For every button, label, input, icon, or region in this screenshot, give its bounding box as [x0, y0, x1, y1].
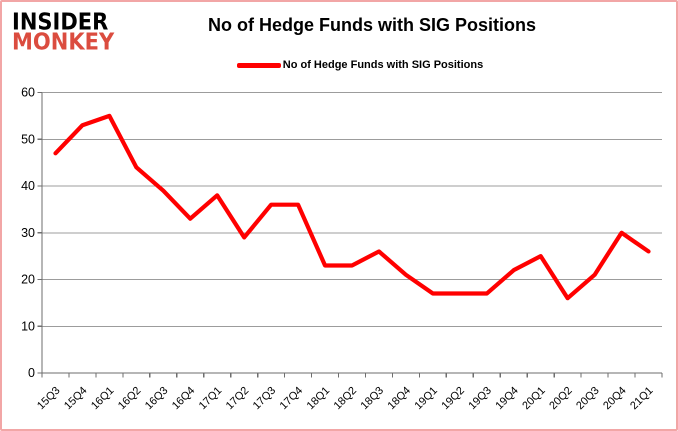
x-axis-label: 20Q4	[601, 385, 629, 413]
x-axis-label: 17Q4	[278, 385, 306, 413]
x-axis-label: 17Q1	[197, 385, 225, 413]
svg-text:20: 20	[21, 273, 35, 287]
x-axis-label: 18Q2	[332, 385, 360, 413]
x-axis-label: 18Q3	[359, 385, 387, 413]
x-axis-label: 19Q4	[493, 385, 521, 413]
svg-text:0: 0	[28, 366, 35, 380]
x-axis-label: 15Q4	[62, 385, 90, 413]
x-axis-label: 20Q1	[520, 385, 548, 413]
x-axis-label: 18Q1	[305, 385, 333, 413]
x-axis-label: 20Q2	[547, 385, 575, 413]
svg-text:10: 10	[21, 319, 35, 333]
x-axis-label: 16Q4	[170, 385, 198, 413]
x-axis-label: 17Q3	[251, 385, 279, 413]
x-axis-label: 20Q3	[574, 385, 602, 413]
x-axis-label: 19Q2	[439, 385, 467, 413]
x-axis-label: 16Q2	[116, 385, 144, 413]
x-axis-label: 19Q3	[466, 385, 494, 413]
x-axis-label: 19Q1	[412, 385, 440, 413]
x-axis-label: 18Q4	[386, 385, 414, 413]
x-axis-label: 16Q1	[89, 385, 117, 413]
logo-line-monkey: MONKEY	[12, 28, 115, 55]
svg-text:40: 40	[21, 179, 35, 193]
svg-text:30: 30	[21, 226, 35, 240]
chart-title: No of Hedge Funds with SIG Positions	[208, 15, 536, 35]
legend: No of Hedge Funds with SIG Positions	[2, 59, 676, 71]
svg-text:60: 60	[21, 86, 35, 100]
logo-line-insider: INSIDER	[12, 8, 109, 35]
x-axis-label: 17Q2	[224, 385, 252, 413]
x-axis-label: 21Q1	[628, 385, 656, 413]
x-axis-label: 16Q3	[143, 385, 171, 413]
legend-label: No of Hedge Funds with SIG Positions	[282, 59, 484, 71]
svg-text:50: 50	[21, 132, 35, 146]
insider-monkey-logo: INSIDER MONKEY	[12, 8, 115, 55]
x-axis-label: 15Q3	[35, 385, 63, 413]
legend-line-swatch	[236, 62, 281, 68]
